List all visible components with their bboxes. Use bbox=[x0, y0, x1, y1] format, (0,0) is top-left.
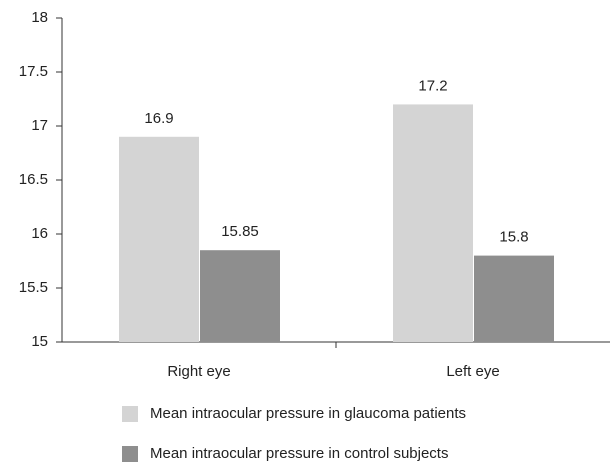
bar bbox=[119, 136, 199, 342]
legend-label: Mean intraocular pressure in control sub… bbox=[150, 445, 448, 462]
x-tick-label: Right eye bbox=[167, 363, 230, 380]
bar bbox=[474, 255, 554, 342]
legend-swatch bbox=[122, 446, 138, 462]
y-tick-label: 17 bbox=[31, 117, 48, 134]
data-label: 15.8 bbox=[499, 229, 528, 246]
data-label: 17.2 bbox=[418, 77, 447, 94]
x-tick-label: Left eye bbox=[446, 363, 499, 380]
data-label: 16.9 bbox=[144, 110, 173, 127]
legend-label: Mean intraocular pressure in glaucoma pa… bbox=[150, 405, 466, 422]
bar bbox=[200, 250, 280, 342]
bar bbox=[393, 104, 473, 343]
y-tick-label: 16 bbox=[31, 225, 48, 242]
y-tick-label: 16.5 bbox=[19, 171, 48, 188]
y-tick-label: 17.5 bbox=[19, 63, 48, 80]
y-tick-label: 18 bbox=[31, 9, 48, 26]
data-label: 15.85 bbox=[221, 223, 259, 240]
y-tick-label: 15 bbox=[31, 333, 48, 350]
y-tick-label: 15.5 bbox=[19, 279, 48, 296]
legend-swatch bbox=[122, 406, 138, 422]
